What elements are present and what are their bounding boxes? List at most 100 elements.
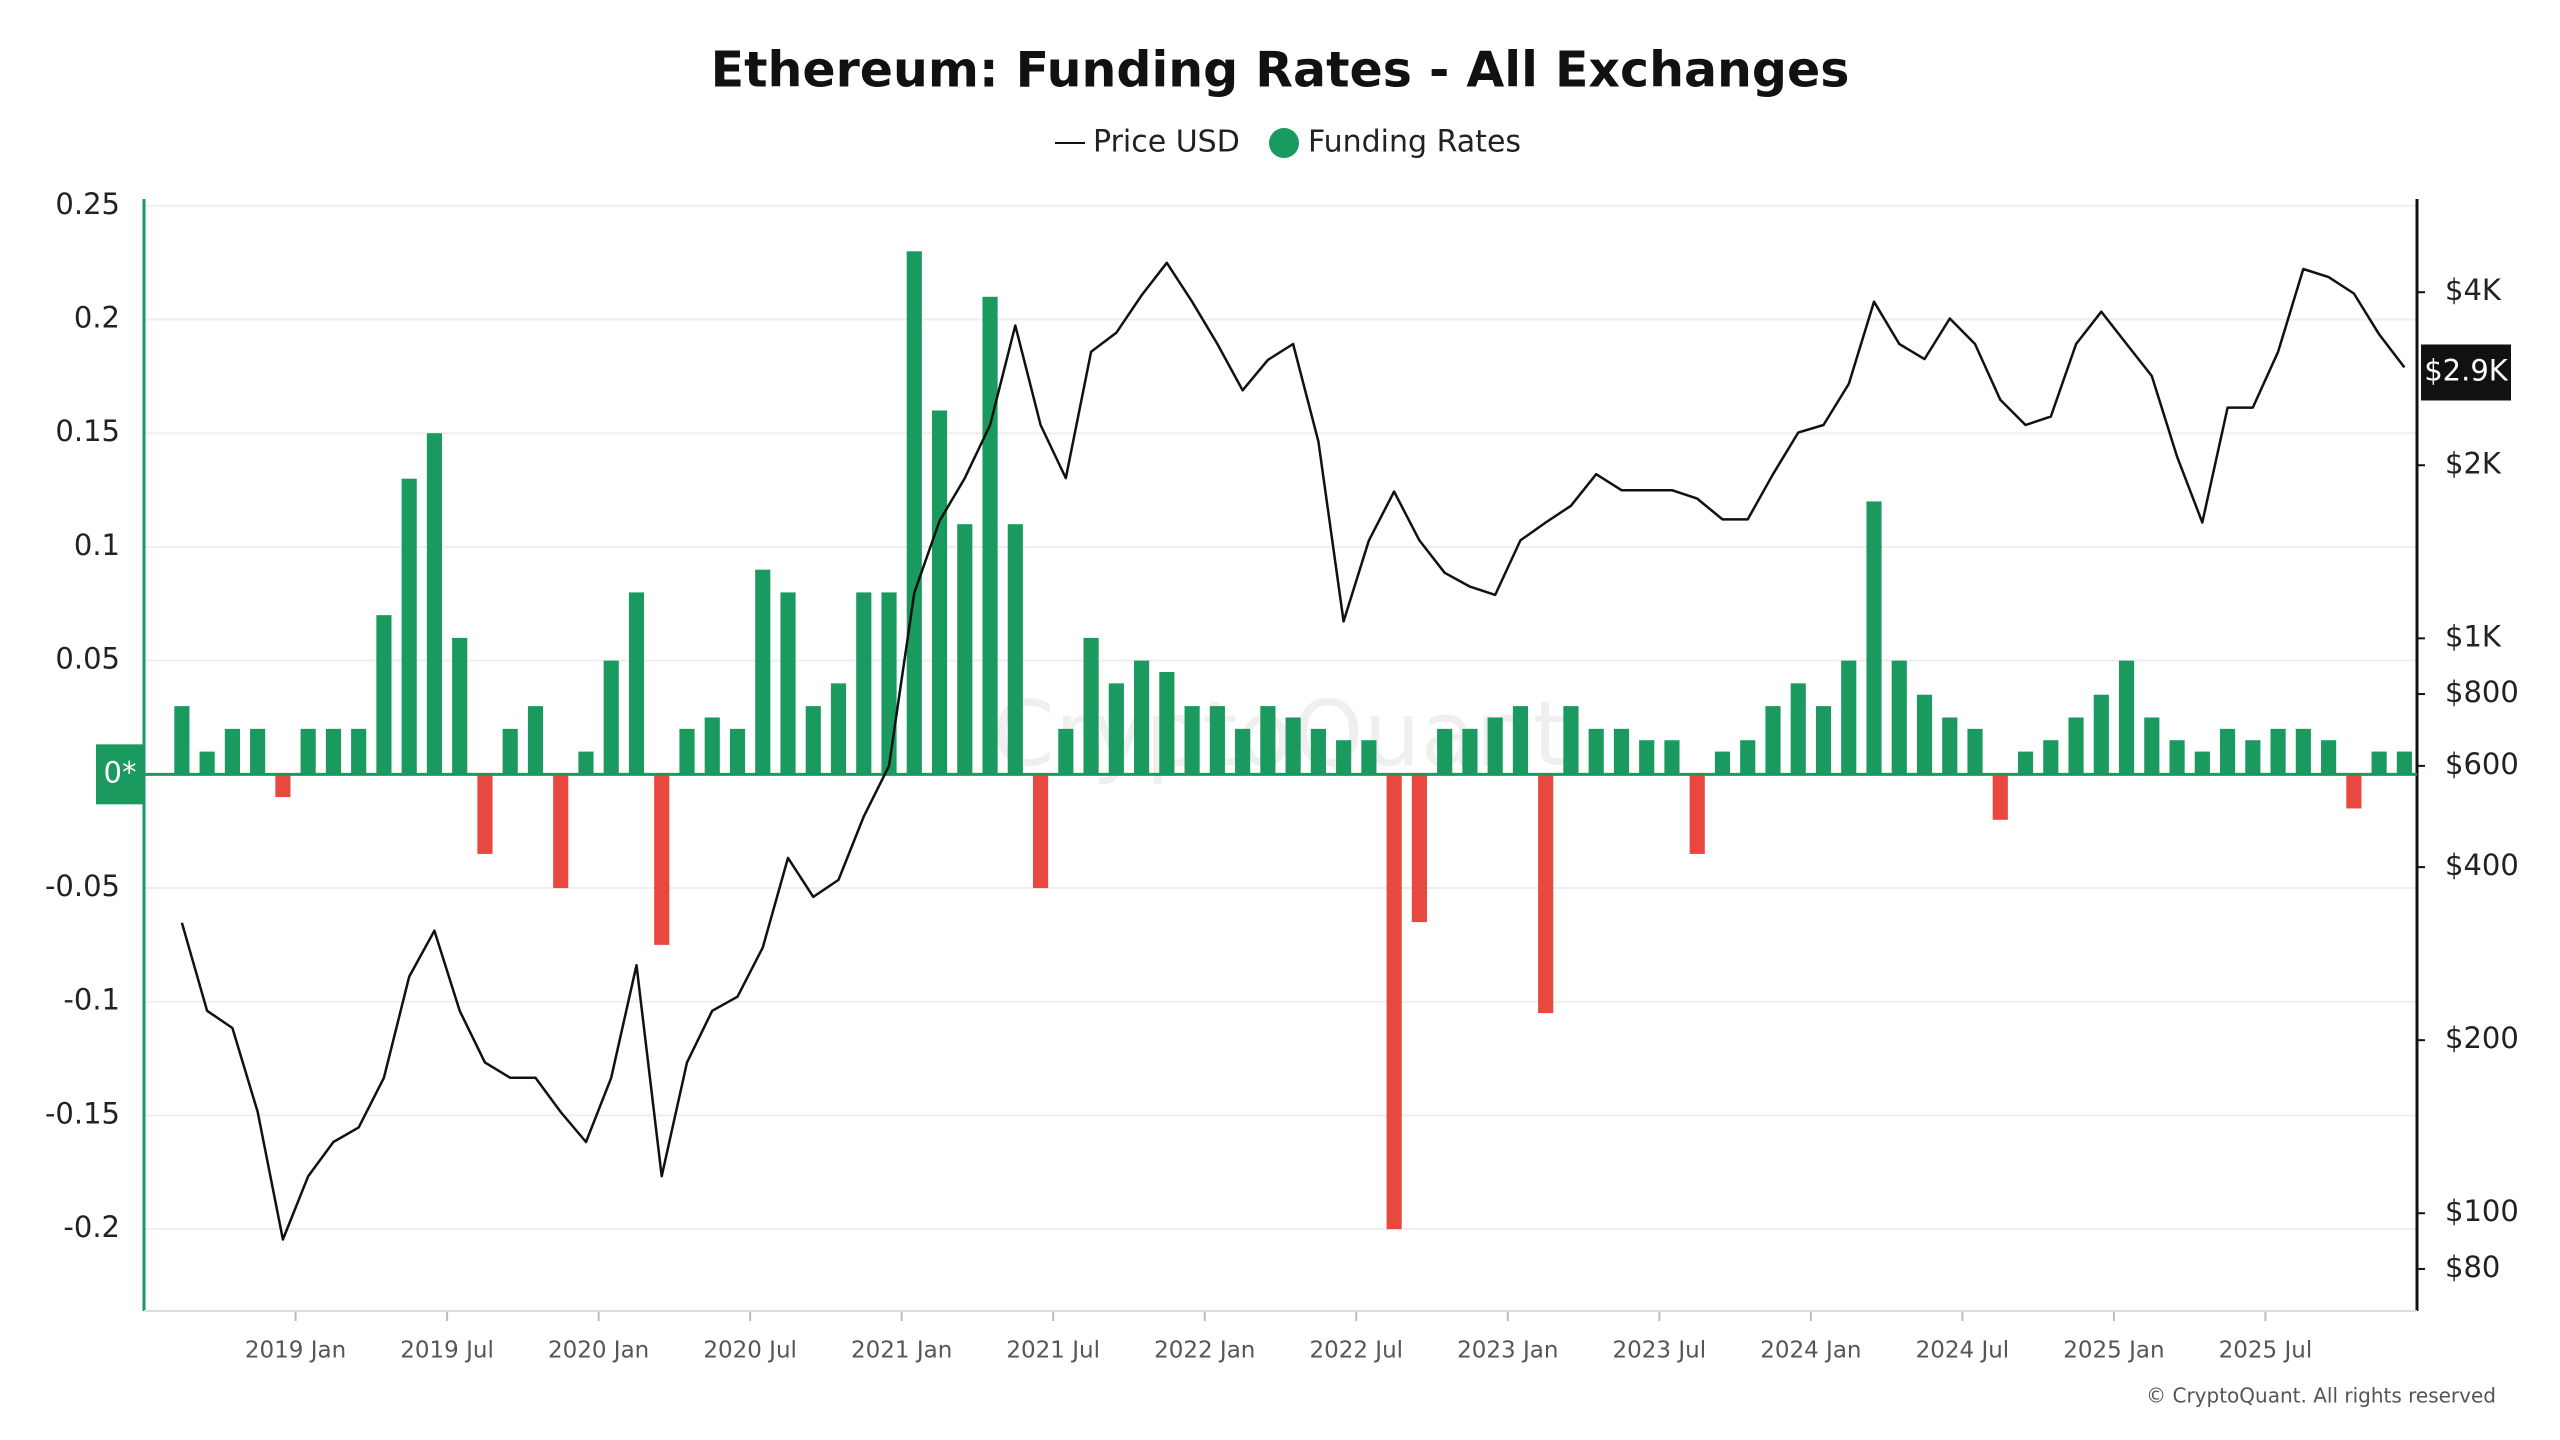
funding-bar xyxy=(1285,717,1301,775)
funding-bar xyxy=(1235,728,1251,775)
funding-bar xyxy=(830,683,847,775)
funding-bar xyxy=(1260,706,1276,775)
funding-bar xyxy=(2043,740,2059,775)
y2-tick-label: $800 xyxy=(2445,675,2519,709)
funding-bar xyxy=(2220,728,2236,775)
funding-bar xyxy=(1512,706,1529,775)
x-tick-label: 2023 Jul xyxy=(1613,1338,1707,1364)
funding-bar xyxy=(704,717,720,775)
funding-bar xyxy=(275,774,291,798)
funding-bar xyxy=(931,410,948,775)
y2-tick-label: $400 xyxy=(2445,848,2519,882)
funding-bar xyxy=(1916,694,1933,775)
funding-bar xyxy=(729,728,746,775)
funding-bar xyxy=(2118,660,2135,775)
funding-bar xyxy=(1740,740,1756,775)
funding-bar xyxy=(1336,740,1352,775)
funding-bar xyxy=(325,728,341,775)
y-tick-label: 0.25 xyxy=(55,187,120,221)
funding-bar xyxy=(502,728,518,775)
funding-bar xyxy=(1613,728,1630,775)
x-tick-label: 2019 Jul xyxy=(400,1338,494,1364)
legend: Price USD Funding Rates xyxy=(1055,125,1521,160)
funding-bar xyxy=(2245,740,2261,775)
y-tick-label: 0.15 xyxy=(55,414,120,448)
legend-dot-swatch xyxy=(1269,128,1299,158)
funding-bar xyxy=(2321,740,2337,775)
legend-label: Funding Rates xyxy=(1308,125,1521,160)
funding-bar xyxy=(401,478,417,775)
funding-bar xyxy=(1462,728,1478,775)
y-tick-label: 0* xyxy=(104,755,137,789)
x-tick-label: 2024 Jul xyxy=(1916,1338,2010,1364)
y-tick-label: -0.2 xyxy=(63,1210,120,1244)
funding-bar xyxy=(1159,671,1175,775)
funding-bar xyxy=(805,706,821,775)
funding-bar xyxy=(2346,774,2362,809)
funding-bar xyxy=(1664,740,1680,775)
funding-bar xyxy=(1891,660,1907,775)
funding-bar xyxy=(1361,740,1377,775)
funding-bar xyxy=(1714,751,1731,775)
funding-bar xyxy=(1639,740,1655,775)
funding-bar xyxy=(1487,717,1503,775)
y-tick-label: 0.05 xyxy=(55,642,120,676)
zero-label-box xyxy=(96,744,144,805)
funding-bar xyxy=(1815,706,1832,775)
funding-bar xyxy=(199,751,215,775)
funding-bar xyxy=(578,751,594,775)
funding-bar xyxy=(553,774,569,889)
chart-title: Ethereum: Funding Rates - All Exchanges xyxy=(711,42,1850,99)
funding-bar xyxy=(1007,524,1023,775)
y-tick-label: -0.1 xyxy=(63,983,120,1017)
y2-tick-label: $600 xyxy=(2445,747,2519,781)
funding-bar xyxy=(477,774,493,854)
x-tick-label: 2020 Jul xyxy=(703,1338,797,1364)
price-line xyxy=(180,261,2406,1241)
x-tick-label: 2022 Jan xyxy=(1154,1338,1255,1364)
x-tick-label: 2025 Jan xyxy=(2063,1338,2164,1364)
y2-tick-label: $200 xyxy=(2445,1021,2519,1055)
watermark: CryptoQuant xyxy=(992,682,1568,787)
x-tick-label: 2021 Jul xyxy=(1006,1338,1100,1364)
funding-bar xyxy=(1992,774,2008,820)
funding-bar xyxy=(881,592,897,775)
y2-tick-label: $80 xyxy=(2445,1250,2500,1284)
funding-bar xyxy=(224,728,240,775)
funding-bar xyxy=(452,637,468,775)
y2-tick-label: $2K xyxy=(2445,446,2502,480)
funding-bar xyxy=(1689,774,1705,854)
funding-bar xyxy=(654,774,670,945)
funding-bar xyxy=(982,296,998,775)
y-tick-label: -0.15 xyxy=(45,1096,120,1130)
funding-bar xyxy=(1588,728,1604,775)
x-tick-label: 2024 Jan xyxy=(1760,1338,1861,1364)
funding-bar xyxy=(1942,717,1958,775)
funding-bar xyxy=(780,592,796,775)
funding-bar xyxy=(1563,706,1579,775)
funding-bar xyxy=(2194,751,2210,775)
funding-bar xyxy=(1386,774,1402,1230)
funding-bar xyxy=(1184,706,1200,775)
funding-bar xyxy=(1967,728,1983,775)
funding-bar xyxy=(856,592,872,775)
x-tick-label: 2019 Jan xyxy=(245,1338,346,1364)
funding-bar xyxy=(250,728,266,775)
funding-bar xyxy=(426,433,443,775)
funding-bar xyxy=(1134,660,1150,775)
funding-bar xyxy=(2017,751,2034,775)
funding-bar xyxy=(1765,706,1781,775)
funding-bar xyxy=(527,706,544,775)
funding-bar xyxy=(679,728,695,775)
funding-bar xyxy=(628,592,645,775)
funding-bar xyxy=(957,524,973,775)
funding-bar xyxy=(2093,694,2109,775)
funding-bar xyxy=(1058,728,1074,775)
funding-bar xyxy=(1538,774,1554,1014)
funding-bar xyxy=(2068,717,2084,775)
funding-bar xyxy=(1411,774,1427,923)
legend-label: Price USD xyxy=(1093,125,1240,160)
y2-tick-label: $4K xyxy=(2445,273,2502,307)
